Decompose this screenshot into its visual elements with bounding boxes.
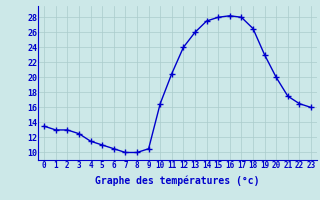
X-axis label: Graphe des températures (°c): Graphe des températures (°c) [95,176,260,186]
